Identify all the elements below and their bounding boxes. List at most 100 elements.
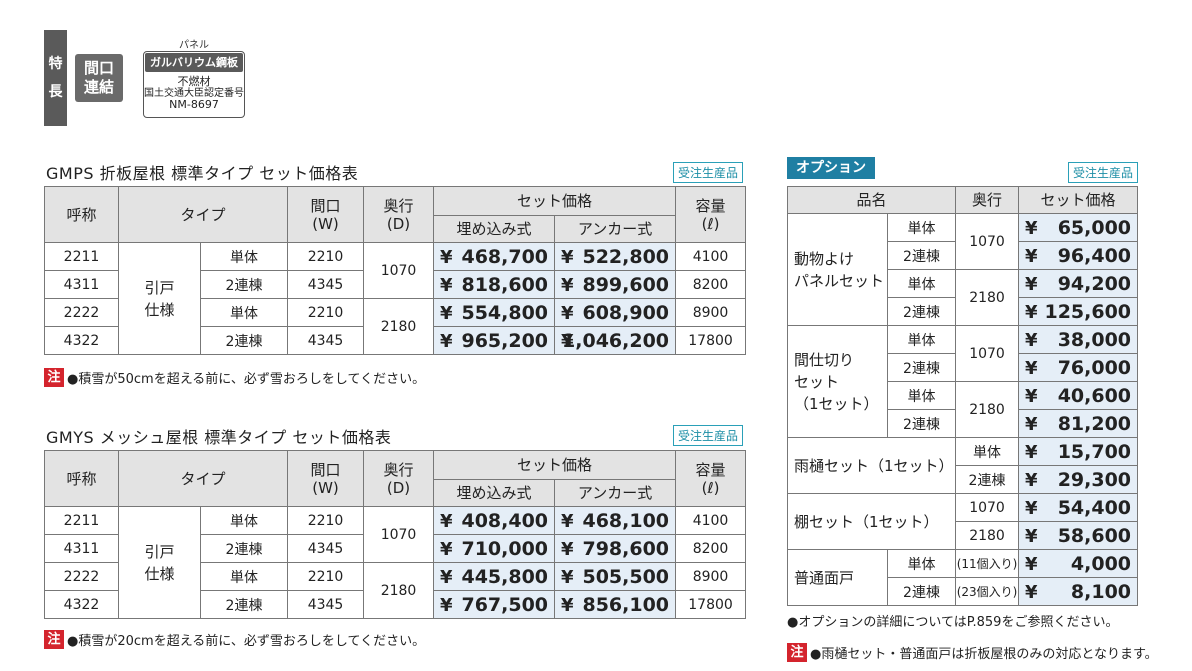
option-type: 単体 (886, 325, 957, 354)
option-price: ¥58,600 (1018, 521, 1139, 550)
option-price: ¥40,600 (1018, 381, 1139, 410)
header-width: 間口 (W) (287, 450, 365, 507)
option-price: ¥29,300 (1018, 465, 1139, 494)
feature-tag-char: 特 (48, 56, 63, 72)
header-embed: 埋め込み式 (433, 479, 556, 507)
option-price: ¥54,400 (1018, 493, 1139, 522)
option-price: ¥125,600 (1018, 297, 1139, 326)
note-label: 注 (787, 643, 807, 662)
panel-line: 不燃材 (177, 75, 211, 88)
option-name: 棚セット（1セット） (786, 493, 957, 550)
option-type: 2連棟 (886, 353, 957, 382)
option-price: ¥38,000 (1018, 325, 1139, 354)
gmps-note: 注 ●積雪が50cmを超える前に、必ず雪おろしをしてください。 (44, 368, 425, 387)
row-type: 単体 (199, 562, 289, 591)
row-capacity: 8200 (675, 534, 747, 563)
option-qty: (11個入り) (955, 549, 1020, 578)
panel-caption: パネル (179, 40, 209, 51)
price-embed: ¥818,600 (433, 270, 556, 299)
header-name: 呼称 (44, 186, 119, 243)
row-name: 4322 (44, 326, 119, 355)
row-capacity: 8200 (675, 270, 747, 299)
option-type: 2連棟 (886, 409, 957, 438)
row-name: 4322 (44, 590, 119, 619)
badge-line: 連結 (83, 78, 114, 96)
row-capacity: 4100 (675, 506, 747, 535)
panel-line: 国土交通大臣認定番号 (144, 88, 244, 99)
row-name: 2222 (44, 298, 119, 327)
header-name: 品名 (786, 186, 957, 214)
option-type: 単体 (886, 269, 957, 298)
header-set-price: セット価格 (433, 450, 677, 480)
row-depth: 2180 (363, 298, 435, 355)
option-price: ¥94,200 (1018, 269, 1139, 298)
header-anchor: アンカー式 (554, 215, 677, 243)
header-width: 間口 (W) (287, 186, 365, 243)
option-price: ¥81,200 (1018, 409, 1139, 438)
option-depth: 1070 (955, 213, 1020, 270)
price-anchor: ¥505,500 (554, 562, 677, 591)
gmys-note: 注 ●積雪が20cmを超える前に、必ず雪おろしをしてください。 (44, 630, 425, 649)
option-depth: 2180 (955, 381, 1020, 438)
price-embed: ¥408,400 (433, 506, 556, 535)
price-embed: ¥965,200 (433, 326, 556, 355)
option-price: ¥4,000 (1018, 549, 1139, 578)
row-type: 2連棟 (199, 326, 289, 355)
price-anchor: ¥1,046,200 (554, 326, 677, 355)
option-name: 雨樋セット（1セット） (786, 437, 957, 494)
row-depth: 1070 (363, 242, 435, 299)
price-embed: ¥710,000 (433, 534, 556, 563)
row-type: 単体 (199, 242, 289, 271)
note-text: ●積雪が50cmを超える前に、必ず雪おろしをしてください。 (67, 372, 426, 387)
option-type: 2連棟 (886, 577, 957, 606)
note-label: 注 (44, 368, 64, 387)
price-anchor: ¥468,100 (554, 506, 677, 535)
row-width: 4345 (287, 590, 365, 619)
price-anchor: ¥608,900 (554, 298, 677, 327)
option-price: ¥15,700 (1018, 437, 1139, 466)
row-name: 2211 (44, 242, 119, 271)
gmps-price-table: 呼称 タイプ 間口 (W) 奥行 (D) セット価格 容量 (ℓ) 埋め込み式 アンカ… (44, 186, 747, 355)
option-price: ¥65,000 (1018, 213, 1139, 242)
price-embed: ¥445,800 (433, 562, 556, 591)
type-group: 引戸 仕様 (118, 506, 201, 619)
price-anchor: ¥522,800 (554, 242, 677, 271)
options-price-table: 品名 奥行 セット価格 動物よけ パネルセット 単体 1070 ¥65,000 2… (786, 186, 1139, 606)
option-type: 2連棟 (955, 465, 1020, 494)
header-capacity: 容量 (ℓ) (675, 450, 747, 507)
row-capacity: 8900 (675, 562, 747, 591)
note-text: ●雨樋セット・普通面戸は折板屋根のみの対応となります。 (810, 647, 1158, 662)
price-embed: ¥468,700 (433, 242, 556, 271)
row-width: 4345 (287, 534, 365, 563)
price-anchor: ¥798,600 (554, 534, 677, 563)
option-type: 単体 (955, 437, 1020, 466)
option-type: 単体 (886, 549, 957, 578)
row-depth: 2180 (363, 562, 435, 619)
header-set-price: セット価格 (433, 186, 677, 216)
option-depth: 2180 (955, 269, 1020, 326)
option-depth: 2180 (955, 521, 1020, 550)
option-price: ¥76,000 (1018, 353, 1139, 382)
options-order-badge: 受注生産品 (1068, 162, 1139, 183)
row-type: 2連棟 (199, 270, 289, 299)
row-capacity: 4100 (675, 242, 747, 271)
row-width: 4345 (287, 270, 365, 299)
row-name: 2211 (44, 506, 119, 535)
gmys-order-badge: 受注生産品 (673, 425, 744, 446)
panel-header: ガルバリウム鋼板 (145, 53, 243, 72)
option-type: 単体 (886, 213, 957, 242)
option-depth: 1070 (955, 325, 1020, 382)
maguchi-renketsu-badge: 間口 連結 (75, 54, 123, 102)
price-embed: ¥554,800 (433, 298, 556, 327)
row-type: 単体 (199, 298, 289, 327)
header-type: タイプ (117, 186, 289, 243)
header-anchor: アンカー式 (554, 479, 677, 507)
note-text: ●積雪が20cmを超える前に、必ず雪おろしをしてください。 (67, 634, 426, 649)
note-label: 注 (44, 630, 64, 649)
row-capacity: 17800 (675, 326, 747, 355)
options-note-1: ●オプションの詳細についてはP.859をご参照ください。 (787, 615, 1119, 630)
option-price: ¥8,100 (1018, 577, 1139, 606)
header-embed: 埋め込み式 (433, 215, 556, 243)
row-type: 単体 (199, 506, 289, 535)
row-name: 4311 (44, 534, 119, 563)
